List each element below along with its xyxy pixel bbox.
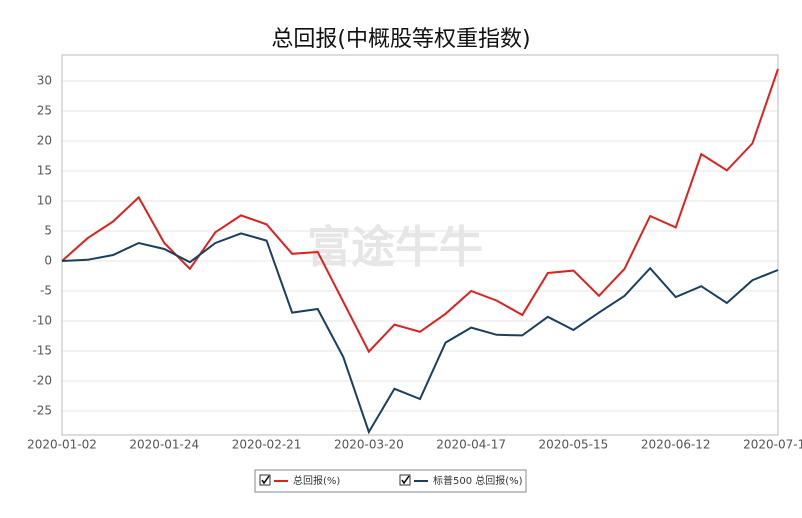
y-tick-label: 25 xyxy=(37,104,52,118)
y-tick-label: -15 xyxy=(32,344,52,358)
line xyxy=(61,68,779,354)
legend-check xyxy=(261,475,270,485)
x-tick-label: 2020-05-15 xyxy=(539,438,609,452)
legend-label: 标普500 总回报(%) xyxy=(433,474,523,487)
y-tick-label: -5 xyxy=(40,284,52,298)
legend-checkbox xyxy=(259,474,271,486)
x-tick-label: 2020-06-12 xyxy=(641,438,711,452)
line xyxy=(61,232,779,435)
y-tick-label: 0 xyxy=(44,254,52,268)
x-tick-label: 2020-03-20 xyxy=(334,438,404,452)
legend-check xyxy=(401,475,410,485)
legend-box xyxy=(254,469,527,493)
chart-title: 总回报(中概股等权重指数) xyxy=(271,27,530,52)
watermark: 富途牛牛 xyxy=(307,222,483,273)
x-tick-label: 2020-01-02 xyxy=(27,438,97,452)
y-tick-label: 20 xyxy=(37,134,52,148)
y-tick-label: 10 xyxy=(37,194,52,208)
y-tick-label: 30 xyxy=(37,74,52,88)
x-tick-label: 2020-07-10 xyxy=(743,438,802,452)
y-tick-label: 5 xyxy=(44,224,52,238)
legend-checkbox xyxy=(399,474,411,486)
y-tick-label: 15 xyxy=(37,164,52,178)
y-tick-label: -20 xyxy=(32,374,52,388)
legend-label: 总回报(%) xyxy=(293,474,340,487)
x-tick-label: 2020-01-24 xyxy=(129,438,199,452)
x-tick-label: 2020-04-17 xyxy=(436,438,506,452)
y-tick-label: -25 xyxy=(32,404,52,418)
x-tick-label: 2020-02-21 xyxy=(232,438,302,452)
y-tick-label: -10 xyxy=(32,314,52,328)
plot-border xyxy=(61,54,779,436)
